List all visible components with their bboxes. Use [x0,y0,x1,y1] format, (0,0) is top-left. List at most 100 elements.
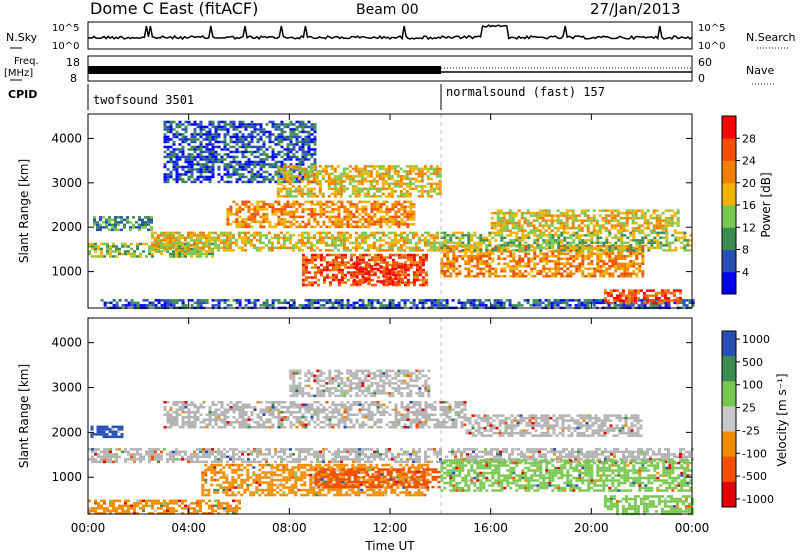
heatmap-cell-0-5 [377,276,380,279]
heatmap-cell-0-8 [659,232,662,235]
heatmap-cell-0-11 [296,128,299,131]
heatmap-cell-0-11 [218,181,221,184]
heatmap-cell-0-8 [590,234,593,237]
heatmap-cell-0-3 [358,234,361,237]
heatmap-cell-0-3 [238,247,241,250]
heatmap-cell-0-2 [386,304,389,307]
nsky-tick-bottom: 10^0 [52,41,79,52]
heatmap-cell-0-5 [311,261,314,264]
heatmap-cell-0-5 [425,274,428,277]
heatmap-cell-0-7 [515,275,518,278]
heatmap-cell-0-11 [305,131,308,134]
heatmap-cell-0-4 [370,223,373,226]
heatmap-cell-0-0 [169,253,172,256]
heatmap-cell-0-5 [371,284,374,287]
heatmap-cell-0-4 [295,211,298,214]
heatmap-cell-0-7 [506,265,509,268]
heatmap-cell-0-8 [653,239,656,242]
heatmap-cell-0-7 [446,275,449,278]
heatmap-cell-0-11 [218,158,221,161]
heatmap-cell-0-12 [331,183,334,186]
heatmap-cell-0-4 [358,213,361,216]
heatmap-cell-0-5 [335,259,338,262]
heatmap-cell-0-11 [239,163,242,166]
heatmap-cell-0-11 [308,126,311,129]
heatmap-cell-0-10 [622,292,625,295]
heatmap-cell-0-3 [247,237,250,240]
heatmap-cell-0-8 [596,249,599,252]
heatmap-cell-0-4 [307,221,310,224]
heatmap-cell-0-7 [527,265,530,268]
heatmap-cell-0-11 [212,166,215,169]
heatmap-cell-0-12 [334,195,337,198]
heatmap-cell-0-3 [220,242,223,245]
heatmap-cell-0-3 [256,234,259,237]
heatmap-cell-0-9 [509,209,512,212]
heatmap-cell-0-12 [394,168,397,171]
heatmap-cell-0-11 [188,156,191,159]
heatmap-cell-0-2 [431,304,434,307]
heatmap-cell-0-0 [115,245,118,248]
heatmap-cell-0-10 [667,292,670,295]
heatmap-cell-0-12 [418,170,421,173]
heatmap-cell-0-4 [322,211,325,214]
heatmap-cell-0-7 [641,258,644,261]
heatmap-cell-0-7 [605,268,608,271]
heatmap-cell-0-7 [605,250,608,253]
heatmap-cell-0-9 [575,219,578,222]
heatmap-cell-0-11 [299,126,302,129]
heatmap-cell-0-8 [620,237,623,240]
heatmap-cell-0-8 [512,239,515,242]
heatmap-cell-0-8 [629,232,632,235]
heatmap-cell-0-0 [172,250,175,253]
heatmap-cell-0-9 [509,217,512,220]
heatmap-cell-0-4 [391,218,394,221]
heatmap-cell-0-8 [524,234,527,237]
heatmap-cell-0-8 [446,249,449,252]
heatmap-cell-0-7 [455,255,458,258]
heatmap-cell-0-11 [239,121,242,124]
heatmap-cell-0-6 [373,273,376,276]
heatmap-cell-0-7 [470,250,473,253]
heatmap-cell-0-12 [283,173,286,176]
heatmap-cell-0-8 [530,249,533,252]
heatmap-cell-0-5 [317,271,320,274]
heatmap-cell-0-8 [527,247,530,250]
heatmap-cell-0-4 [271,213,274,216]
heatmap-cell-0-7 [539,260,542,263]
heatmap-cell-0-8 [623,242,626,245]
heatmap-cell-0-10 [637,289,640,292]
heatmap-cell-0-0 [130,255,133,258]
heatmap-cell-0-3 [391,242,394,245]
heatmap-cell-0-3 [211,232,214,235]
heatmap-cell-0-3 [184,239,187,242]
heatmap-cell-0-3 [328,237,331,240]
heatmap-cell-0-8 [530,232,533,235]
heatmap-cell-0-4 [364,218,367,221]
heatmap-cell-0-9 [641,224,644,227]
heatmap-cell-0-2 [500,304,503,307]
heatmap-cell-0-7 [554,260,557,263]
heatmap-cell-0-4 [277,223,280,226]
heatmap-cell-0-7 [476,265,479,268]
heatmap-cell-0-7 [566,275,569,278]
heatmap-cell-0-12 [373,193,376,196]
heatmap-cell-0-8 [524,249,527,252]
heatmap-cell-0-12 [439,190,442,193]
heatmap-cell-0-11 [245,156,248,159]
heatmap-cell-0-11 [215,146,218,149]
heatmap-cell-0-9 [518,219,521,222]
heatmap-cell-0-3 [202,237,205,240]
heatmap-cell-0-7 [548,275,551,278]
heatmap-cell-0-4 [292,201,295,204]
heatmap-cell-0-2 [161,299,164,302]
heatmap-cell-0-12 [301,173,304,176]
heatmap-cell-0-7 [488,270,491,273]
heatmap-cell-0-4 [322,221,325,224]
heatmap-cell-0-5 [335,279,338,282]
heatmap-cell-0-3 [217,234,220,237]
heatmap-cell-0-11 [236,138,239,141]
heatmap-cell-0-11 [173,178,176,181]
heatmap-cell-0-3 [235,239,238,242]
heatmap-cell-0-8 [557,234,560,237]
